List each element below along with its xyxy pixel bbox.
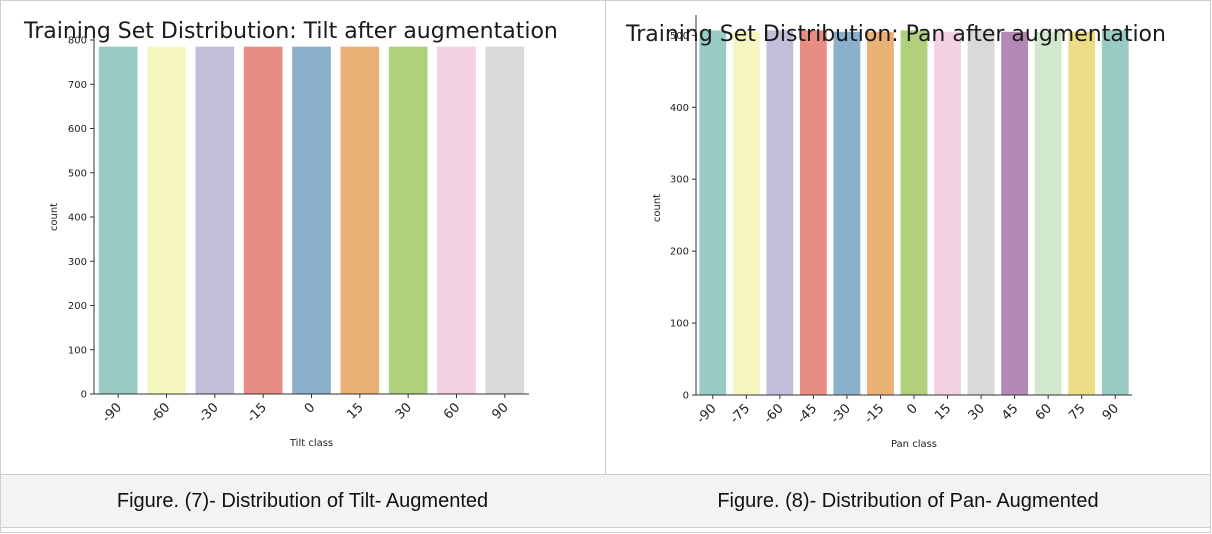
bar-30 xyxy=(388,46,428,394)
x-tick-label: -30 xyxy=(828,401,854,427)
y-axis-label: count xyxy=(652,194,663,222)
x-tick-label: -15 xyxy=(244,400,270,426)
x-tick-label: 60 xyxy=(441,400,463,422)
y-tick-label: 500 xyxy=(68,168,87,179)
figure-8-caption: Figure. (8)- Distribution of Pan- Augmen… xyxy=(717,490,1099,512)
x-tick-label: -90 xyxy=(99,400,125,426)
y-tick-label: 300 xyxy=(670,175,689,186)
row-divider xyxy=(0,474,1211,475)
x-tick-label: 90 xyxy=(489,400,511,422)
y-tick-label: 100 xyxy=(670,319,689,330)
x-tick-label: -30 xyxy=(196,400,222,426)
y-tick-label: 0 xyxy=(81,390,87,401)
x-tick-label: 15 xyxy=(932,401,954,423)
x-tick-label: 60 xyxy=(1033,401,1055,423)
x-tick-label: -45 xyxy=(795,401,821,427)
x-tick-label: -75 xyxy=(728,401,754,427)
tilt-distribution-chart: 0 100 200 300 400 500 600 700 800 -90 -60 -30 -15 0 15… xyxy=(23,19,558,449)
caption-row xyxy=(1,475,1210,527)
x-tick-label: 15 xyxy=(344,400,366,422)
bar--75 xyxy=(732,31,760,396)
x-axis-label: Tilt class xyxy=(289,438,333,449)
y-tick-label: 200 xyxy=(670,247,689,258)
bar-90 xyxy=(1101,30,1129,395)
y-tick-label: 600 xyxy=(68,124,87,135)
y-tick-label: 0 xyxy=(683,391,689,402)
x-tick-label: 30 xyxy=(393,400,415,422)
bar--90 xyxy=(98,46,138,394)
y-tick-label: 100 xyxy=(68,345,87,356)
bar--30 xyxy=(833,31,861,396)
x-tick-label: 75 xyxy=(1066,401,1088,423)
x-tick-label: 45 xyxy=(999,401,1021,423)
x-tick-label: 0 xyxy=(904,401,920,417)
bar--60 xyxy=(147,46,186,394)
y-tick-label: 300 xyxy=(68,257,87,268)
y-tick-label: 400 xyxy=(670,103,689,114)
x-tick-label: 90 xyxy=(1100,401,1122,423)
bar-15 xyxy=(934,31,961,396)
bar--15 xyxy=(243,46,283,394)
table-bottom-border xyxy=(0,527,1211,528)
x-tick-label: -60 xyxy=(148,400,174,426)
bar--60 xyxy=(766,30,794,395)
x-tick-label: -90 xyxy=(694,401,720,427)
bar-30 xyxy=(967,30,995,395)
bar-15 xyxy=(340,46,380,394)
column-divider xyxy=(605,0,606,527)
chart-title: Training Set Distribution: Tilt after au… xyxy=(23,19,558,44)
bar--15 xyxy=(867,31,894,396)
bar--30 xyxy=(195,46,235,394)
figure-7-caption: Figure. (7)- Distribution of Tilt- Augme… xyxy=(116,490,489,512)
bar-60 xyxy=(437,46,476,394)
x-tick-label: 0 xyxy=(302,400,318,416)
bar-75 xyxy=(1068,31,1096,396)
bar--90 xyxy=(699,30,727,395)
bar-60 xyxy=(1034,31,1062,396)
y-tick-label: 400 xyxy=(68,213,87,224)
y-tick-label: 500 xyxy=(670,31,689,42)
chart-title: Training Set Distribution: Pan after aug… xyxy=(625,22,1166,47)
bar-90 xyxy=(485,46,525,394)
bar-45 xyxy=(1001,31,1029,396)
x-tick-label: -60 xyxy=(761,401,787,427)
bar--45 xyxy=(799,30,827,395)
x-axis-label: Pan class xyxy=(891,439,937,450)
y-tick-label: 200 xyxy=(68,301,87,312)
bar-0 xyxy=(292,46,331,394)
bar-0 xyxy=(900,30,928,395)
y-tick-label: 700 xyxy=(68,80,87,91)
y-axis-label: count xyxy=(49,203,60,231)
pan-distribution-chart: 0 100 200 300 400 500 -90 -75 -60 -45 -30 -15 0 15 30 4… xyxy=(625,15,1166,450)
x-tick-label: 30 xyxy=(966,401,988,423)
x-tick-label: -15 xyxy=(862,401,888,427)
y-tick-label: 800 xyxy=(68,36,87,47)
